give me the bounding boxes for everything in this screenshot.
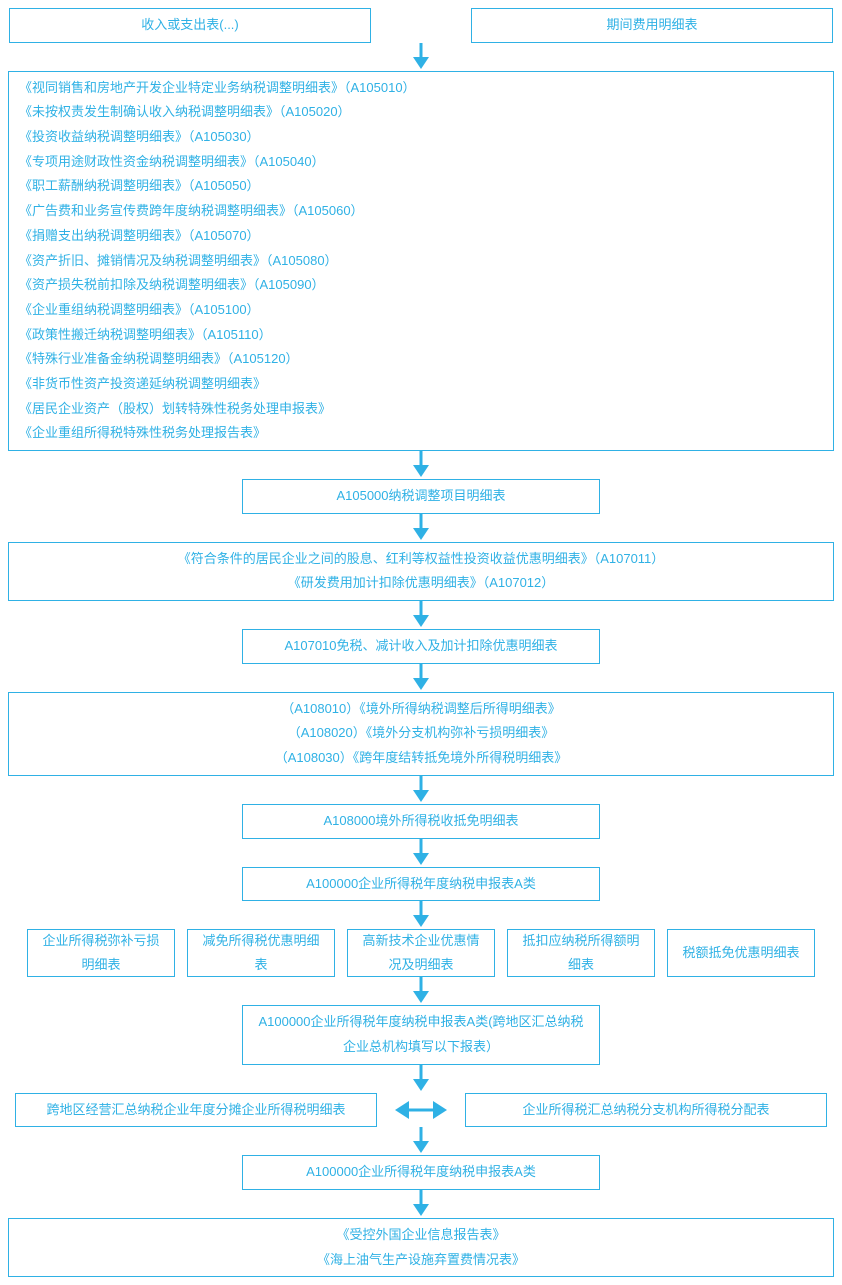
big-list-item: 《未按权责发生制确认收入纳税调整明细表》（A105020） [19, 100, 823, 125]
arrow-3 [8, 514, 834, 542]
arrow-1 [8, 43, 834, 71]
final-line2: 《海上油气生产设施弃置费情况表》 [19, 1248, 823, 1273]
a108-block: （A108010）《境外所得纳税调整后所得明细表》 （A108020）《境外分支… [8, 692, 834, 776]
arrow-down-icon [409, 1190, 433, 1218]
arrow-10 [8, 1065, 834, 1093]
arrow-down-icon [409, 1127, 433, 1155]
arrow-5 [8, 664, 834, 692]
arrow-down-icon [409, 839, 433, 867]
arrow-9 [8, 977, 834, 1005]
big-list-item: 《政策性搬迁纳税调整明细表》（A105110） [19, 323, 823, 348]
arrow-down-icon [409, 451, 433, 479]
big-list-item: 《视同销售和房地产开发企业特定业务纳税调整明细表》（A105010） [19, 76, 823, 101]
a107-line2: 《研发费用加计扣除优惠明细表》（A107012） [19, 571, 823, 596]
final-line1: 《受控外国企业信息报告表》 [19, 1223, 823, 1248]
five-row: 企业所得税弥补亏损明细表 减免所得税优惠明细表 高新技术企业优惠情况及明细表 抵… [8, 929, 834, 977]
big-list-item: 《捐赠支出纳税调整明细表》（A105070） [19, 224, 823, 249]
a108-line2: （A108020）《境外分支机构弥补亏损明细表》 [19, 721, 823, 746]
top-row: 收入或支出表(...) 期间费用明细表 [8, 8, 834, 43]
five-2: 减免所得税优惠明细表 [187, 929, 335, 977]
arrow-12 [8, 1190, 834, 1218]
arrow-left-right-icon [393, 1098, 449, 1122]
big-list-item: 《投资收益纳税调整明细表》（A105030） [19, 125, 823, 150]
a100000-1-box: A100000企业所得税年度纳税申报表A类 [242, 867, 600, 902]
arrow-8 [8, 901, 834, 929]
arrow-2 [8, 451, 834, 479]
bottom-pair-row: 跨地区经营汇总纳税企业年度分摊企业所得税明细表 企业所得税汇总纳税分支机构所得税… [8, 1093, 834, 1128]
a108-line3: （A108030）《跨年度结转抵免境外所得税明细表》 [19, 746, 823, 771]
arrow-4 [8, 601, 834, 629]
flowchart-root: 收入或支出表(...) 期间费用明细表 《视同销售和房地产开发企业特定业务纳税调… [8, 8, 834, 1277]
top-left-box: 收入或支出表(...) [9, 8, 371, 43]
big-list-item: 《资产折旧、摊销情况及纳税调整明细表》（A105080） [19, 249, 823, 274]
arrow-down-icon [409, 776, 433, 804]
arrow-6 [8, 776, 834, 804]
bottom-left-box: 跨地区经营汇总纳税企业年度分摊企业所得税明细表 [15, 1093, 377, 1128]
final-block: 《受控外国企业信息报告表》 《海上油气生产设施弃置费情况表》 [8, 1218, 834, 1277]
five-5: 税额抵免优惠明细表 [667, 929, 815, 977]
a107010-box: A107010免税、减计收入及加计扣除优惠明细表 [242, 629, 600, 664]
a108000-box: A108000境外所得税收抵免明细表 [242, 804, 600, 839]
big-list-item: 《专项用途财政性资金纳税调整明细表》（A105040） [19, 150, 823, 175]
big-list-item: 《企业重组所得税特殊性税务处理报告表》 [19, 421, 823, 446]
bottom-right-box: 企业所得税汇总纳税分支机构所得税分配表 [465, 1093, 827, 1128]
a105000-box: A105000纳税调整项目明细表 [242, 479, 600, 514]
big-list-box: 《视同销售和房地产开发企业特定业务纳税调整明细表》（A105010）《未按权责发… [8, 71, 834, 451]
big-list-item: 《资产损失税前扣除及纳税调整明细表》（A105090） [19, 273, 823, 298]
a108-line1: （A108010）《境外所得纳税调整后所得明细表》 [19, 697, 823, 722]
big-list-item: 《居民企业资产（股权）划转特殊性税务处理申报表》 [19, 397, 823, 422]
big-list-item: 《特殊行业准备金纳税调整明细表》（A105120） [19, 347, 823, 372]
arrow-down-icon [409, 1065, 433, 1093]
arrow-11 [8, 1127, 834, 1155]
five-4: 抵扣应纳税所得额明细表 [507, 929, 655, 977]
arrow-7 [8, 839, 834, 867]
arrow-down-icon [409, 977, 433, 1005]
arrow-down-icon [409, 601, 433, 629]
a100000-2-box: A100000企业所得税年度纳税申报表A类(跨地区汇总纳税企业总机构填写以下报表… [242, 1005, 600, 1064]
a107-line1: 《符合条件的居民企业之间的股息、红利等权益性投资收益优惠明细表》（A107011… [19, 547, 823, 572]
arrow-down-icon [409, 901, 433, 929]
big-list-item: 《非货币性资产投资递延纳税调整明细表》 [19, 372, 823, 397]
five-3: 高新技术企业优惠情况及明细表 [347, 929, 495, 977]
five-1: 企业所得税弥补亏损明细表 [27, 929, 175, 977]
big-list-item: 《企业重组纳税调整明细表》（A105100） [19, 298, 823, 323]
arrow-down-icon [409, 514, 433, 542]
big-list-item: 《广告费和业务宣传费跨年度纳税调整明细表》（A105060） [19, 199, 823, 224]
top-right-box: 期间费用明细表 [471, 8, 833, 43]
arrow-down-icon [409, 43, 433, 71]
arrow-down-icon [409, 664, 433, 692]
a100000-3-box: A100000企业所得税年度纳税申报表A类 [242, 1155, 600, 1190]
big-list-item: 《职工薪酬纳税调整明细表》（A105050） [19, 174, 823, 199]
a107-block: 《符合条件的居民企业之间的股息、红利等权益性投资收益优惠明细表》（A107011… [8, 542, 834, 601]
